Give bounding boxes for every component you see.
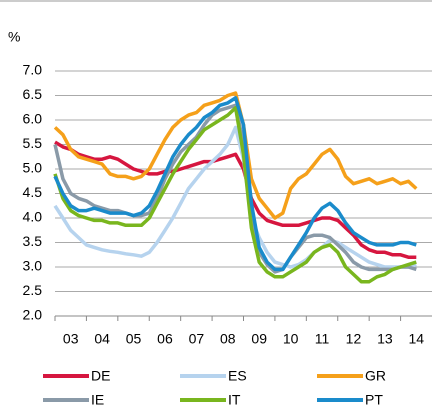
y-tick-label: 4.0 [23, 209, 43, 225]
series-line [53, 96, 417, 272]
series-line [53, 125, 417, 269]
legend-label: GR [365, 368, 386, 384]
y-axis-label: % [8, 29, 20, 45]
y-tick-label: 5.5 [23, 135, 43, 151]
x-tick-label: 10 [283, 331, 299, 347]
x-tick-label: 11 [315, 331, 330, 347]
legend-label: ES [228, 368, 247, 384]
legend-label: DE [91, 368, 110, 384]
y-tick-label: 3.5 [23, 233, 43, 249]
series-line [53, 91, 418, 220]
y-tick-label: 2.5 [23, 282, 43, 298]
legend-label: IE [91, 392, 104, 408]
series-line [54, 140, 417, 259]
series-line [53, 103, 417, 274]
legend-label: IT [228, 392, 241, 408]
x-tick-label: 04 [94, 331, 110, 347]
y-tick-label: 3.0 [23, 258, 43, 274]
x-tick-label: 05 [126, 331, 142, 347]
x-tick-label: 13 [377, 331, 393, 347]
x-tick-label: 07 [189, 331, 205, 347]
y-tick-label: 5.0 [23, 160, 43, 176]
y-tick-label: 2.0 [23, 307, 43, 323]
y-tick-label: 7.0 [23, 62, 43, 78]
series-line [53, 106, 417, 284]
x-tick-label: 06 [157, 331, 173, 347]
legend-label: PT [365, 392, 383, 408]
y-tick-label: 6.0 [23, 111, 43, 127]
x-tick-label: 14 [409, 331, 425, 347]
x-tick-label: 09 [251, 331, 267, 347]
x-tick-label: 12 [346, 331, 362, 347]
x-tick-label: 08 [220, 331, 236, 347]
y-tick-label: 6.5 [23, 86, 43, 102]
y-tick-label: 4.5 [23, 184, 43, 200]
x-tick-label: 03 [63, 331, 79, 347]
